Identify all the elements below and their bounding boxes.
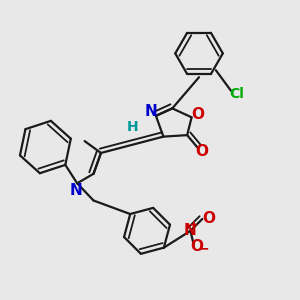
Text: O: O — [190, 239, 203, 254]
Text: Cl: Cl — [229, 87, 244, 101]
Text: O: O — [196, 144, 208, 159]
Text: O: O — [202, 212, 215, 226]
Text: H: H — [127, 120, 139, 134]
Text: N: N — [144, 104, 157, 119]
Text: O: O — [192, 107, 205, 122]
Text: N: N — [184, 223, 197, 238]
Text: +: + — [189, 220, 198, 230]
Text: −: − — [197, 242, 209, 256]
Text: N: N — [70, 183, 83, 198]
